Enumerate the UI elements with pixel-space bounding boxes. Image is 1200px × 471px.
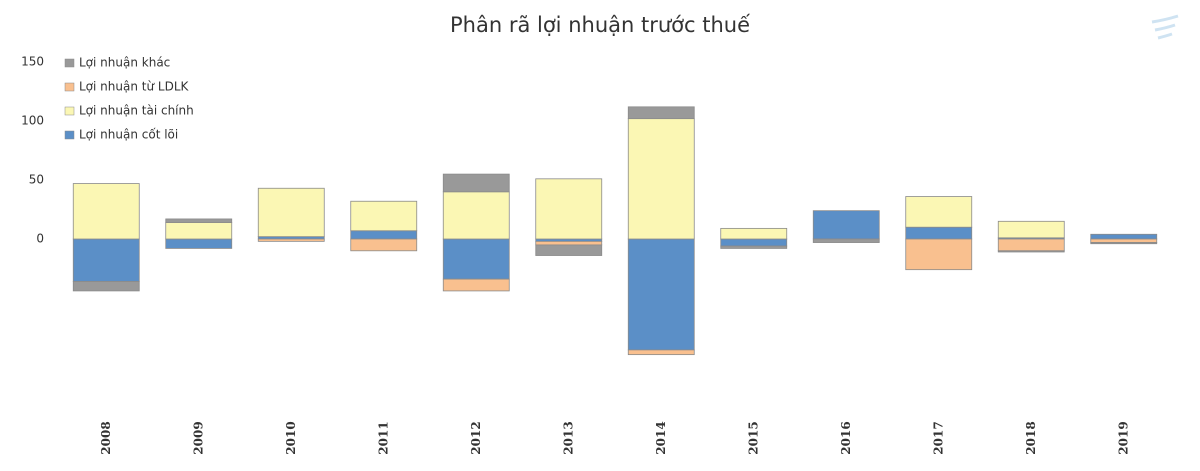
bar-segment (442, 278, 510, 292)
bar-segment (350, 238, 418, 252)
bar-segment (720, 238, 788, 247)
bar-segment (257, 238, 325, 242)
bar-segment (165, 222, 233, 240)
bar-segment (72, 183, 140, 240)
bar-segment (997, 250, 1065, 253)
bar-segment (905, 226, 973, 240)
x-tick-label: 2011 (376, 421, 390, 454)
bar-segment (720, 227, 788, 240)
bar-segment (1090, 233, 1158, 240)
y-tick-label: 100 (21, 114, 44, 128)
bar-segment (627, 238, 695, 351)
bar-segment (997, 220, 1065, 239)
bar-segment (812, 238, 880, 243)
bar-segment (165, 218, 233, 223)
bar-segment (720, 245, 788, 249)
legend-swatch (64, 58, 75, 68)
legend-swatch (64, 106, 75, 116)
bar-segment (442, 238, 510, 280)
bar-segment (72, 281, 140, 292)
bar-segment (350, 200, 418, 232)
legend-label: Lợi nhuận khác (79, 56, 170, 70)
logo (1151, 14, 1179, 40)
bar-segment (905, 196, 973, 228)
y-tick-label: 0 (36, 232, 44, 246)
bar-segment (535, 244, 603, 256)
x-tick-label: 2019 (1116, 421, 1130, 454)
bar-segment (535, 240, 603, 246)
y-tick-label: 150 (21, 55, 44, 69)
bar-segment (812, 210, 880, 240)
x-tick-label: 2016 (839, 421, 853, 454)
bar-segment (997, 238, 1065, 252)
legend-label: Lợi nhuận cốt lõi (79, 128, 178, 142)
legend-label: Lợi nhuận tài chính (79, 104, 194, 118)
legend-label: Lợi nhuận từ LDLK (79, 80, 190, 94)
bar-segment (165, 238, 233, 249)
chart-title: Phân rã lợi nhuận trước thuế (450, 13, 750, 37)
x-tick-label: 2010 (284, 421, 298, 454)
legend-swatch (64, 130, 75, 140)
x-tick-label: 2012 (469, 421, 483, 454)
x-tick-label: 2013 (561, 421, 575, 454)
x-tick-label: 2008 (99, 421, 113, 454)
bar-segment (627, 106, 695, 120)
x-tick-label: 2014 (654, 421, 668, 454)
bar-segment (257, 187, 325, 238)
bar-segment (1090, 242, 1158, 245)
y-tick-label: 50 (29, 173, 44, 187)
bar-segment (905, 238, 973, 271)
bar-segment (627, 118, 695, 240)
x-tick-label: 2017 (931, 421, 945, 454)
bar-segment (72, 238, 140, 282)
bar-segment (442, 173, 510, 193)
bar-segment (1090, 238, 1158, 243)
bar-segment (627, 349, 695, 356)
x-tick-label: 2009 (191, 421, 205, 454)
legend-swatch (64, 82, 75, 92)
bar-segment (535, 178, 603, 240)
x-tick-label: 2015 (746, 421, 760, 454)
bar-segment (442, 191, 510, 240)
bar-segment (350, 230, 418, 240)
x-tick-label: 2018 (1024, 421, 1038, 454)
